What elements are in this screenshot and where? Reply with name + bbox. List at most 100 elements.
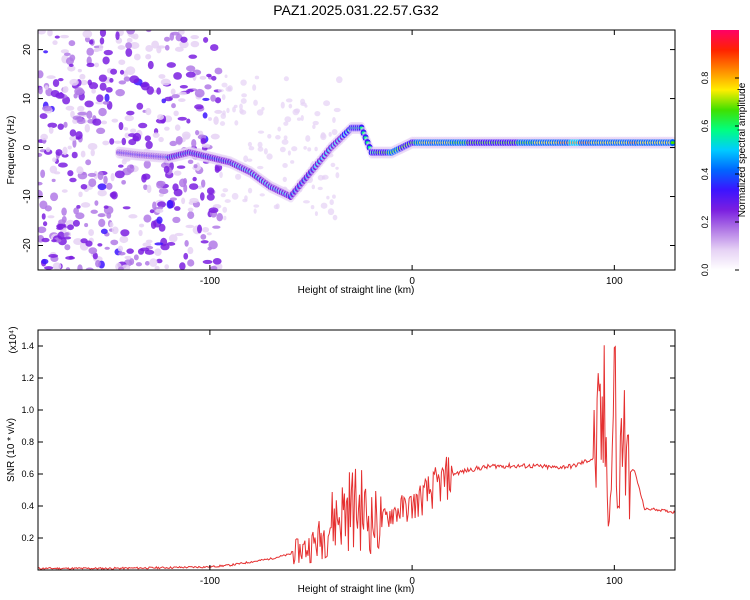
x-tick-label: -100 [200,576,220,587]
noise-blob [181,197,186,205]
noise-blob [85,267,94,270]
noise-blob [208,117,213,121]
y-tick-label: 0.6 [21,469,34,479]
noise-blob [283,76,289,82]
colorbar-tick-label: 0.0 [700,264,710,277]
noise-blob [212,258,222,265]
noise-blob [247,158,253,162]
noise-blob [285,98,293,103]
noise-blob [166,62,176,68]
noise-blob [138,229,143,237]
noise-blob [124,132,130,139]
noise-blob [252,84,257,91]
noise-blob [214,109,223,114]
noise-blob [155,208,164,213]
noise-blob [178,98,186,103]
noise-blob [314,110,321,117]
noise-blob [129,75,140,84]
noise-blob [58,162,68,168]
noise-blob [102,140,110,146]
noise-blob [47,122,58,128]
noise-blob [144,249,155,255]
noise-blob [279,146,286,153]
noise-blob [190,40,200,48]
noise-blob [326,195,330,200]
noise-blob [124,255,132,260]
noise-blob [173,188,183,197]
noise-blob [194,104,204,110]
noise-blob [114,140,122,144]
noise-blob [188,183,199,190]
noise-blob [41,258,49,265]
noise-blob [187,211,195,219]
noise-blob [94,200,99,206]
noise-blob [128,139,137,146]
noise-blob [69,177,77,183]
x-tick-label: 100 [606,576,623,587]
noise-blob [72,115,83,121]
noise-blob [47,215,55,219]
noise-blob [188,54,198,59]
noise-blob [174,232,184,237]
noise-blob [118,121,124,131]
noise-blob [253,204,260,208]
noise-blob [73,238,84,245]
noise-blob [118,80,127,85]
noise-blob [259,193,265,197]
noise-blob [69,78,79,86]
noise-blob [206,187,215,195]
noise-blob [158,193,164,197]
noise-blob [105,182,113,190]
noise-blob [76,166,84,175]
noise-blob [75,131,83,140]
noise-blob [67,65,76,72]
noise-blob [210,265,218,270]
noise-blob [200,137,207,145]
noise-blob [121,137,127,146]
noise-blob [51,178,56,183]
noise-blob [80,150,86,158]
noise-blob [95,101,105,105]
noise-blob [201,143,211,148]
y-tick-label: 1.2 [21,373,34,383]
noise-blob [164,264,170,270]
snr-x-label: Height of straight line (km) [298,584,415,595]
noise-blob [149,258,158,267]
noise-blob [50,192,59,202]
noise-blob [291,146,298,152]
noise-blob [216,213,223,222]
noise-blob [146,86,154,95]
chart-title: PAZ1.2025.031.22.57.G32 [273,2,439,18]
spectrogram-y-ticks: -20 -10 0 10 20 [22,44,675,253]
noise-blob [88,247,98,255]
noise-blob [38,70,44,79]
noise-blob [77,105,85,112]
noise-blob [217,88,224,93]
noise-blob [109,221,114,228]
noise-blob [96,127,106,135]
noise-blob [247,141,253,147]
noise-blob [327,208,335,216]
noise-blob [95,259,101,268]
noise-blob [240,98,247,104]
noise-blob [219,171,223,179]
noise-blob [187,159,194,165]
noise-blob [63,121,68,128]
noise-blob [97,183,107,191]
noise-blob [124,115,134,122]
noise-blob [248,146,255,151]
noise-blob [206,232,212,236]
noise-blob [97,213,106,218]
noise-blob [48,126,54,134]
noise-blob [222,206,228,213]
noise-blob [277,126,282,132]
colorbar-tick-label: 0.8 [700,72,710,85]
colorbar-tick-label: 0.4 [700,168,710,181]
noise-blob [314,211,318,217]
noise-blob [56,223,66,229]
noise-blob [69,54,76,62]
noise-blob [232,106,236,113]
noise-blob [100,228,108,235]
noise-blob [145,107,152,116]
noise-blob [109,78,114,83]
